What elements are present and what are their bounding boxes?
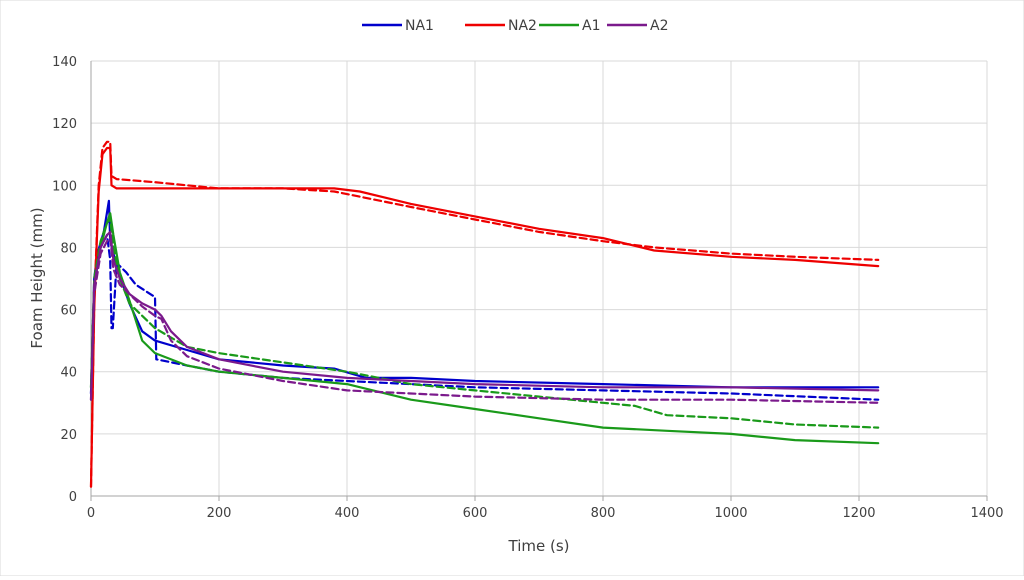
x-axis-title: Time (s) [508,537,570,555]
series-line-a2-dashed [89,237,880,404]
y-tick-label: 40 [60,366,77,381]
y-tick-label: 60 [60,304,77,319]
legend-label-na1: NA1 [405,18,434,34]
series-line-a2-solid [89,230,880,401]
gridlines [91,60,988,496]
x-tick-label: 0 [87,506,95,521]
y-tick-label: 120 [52,117,77,132]
y-tick-label: 20 [60,428,77,443]
legend-label-a1: A1 [582,18,600,34]
x-tick-label: 600 [463,506,488,521]
x-tick-label: 1000 [714,506,747,521]
series-line-na1-dashed [89,233,880,401]
series-line-a1-solid [89,212,880,445]
series-line-a1-dashed [89,218,880,429]
y-tick-label: 80 [60,241,77,256]
series-line-na2-dashed [89,140,880,488]
y-axis-title: Foam Height (mm) [28,207,46,348]
x-tick-label: 1200 [842,506,875,521]
legend: NA1 NA2 A1 A2 [362,18,668,34]
series-lines [89,140,880,488]
x-tick-label: 1400 [970,506,1003,521]
x-tick-label: 200 [207,506,232,521]
y-tick-label: 140 [52,55,77,70]
legend-label-a2: A2 [650,18,668,34]
x-tick-label: 400 [335,506,360,521]
y-tick-label: 100 [52,179,77,194]
legend-label-na2: NA2 [508,18,537,34]
series-line-na1-solid [89,199,880,395]
y-tick-label: 0 [69,490,77,505]
x-tick-label: 800 [591,506,616,521]
